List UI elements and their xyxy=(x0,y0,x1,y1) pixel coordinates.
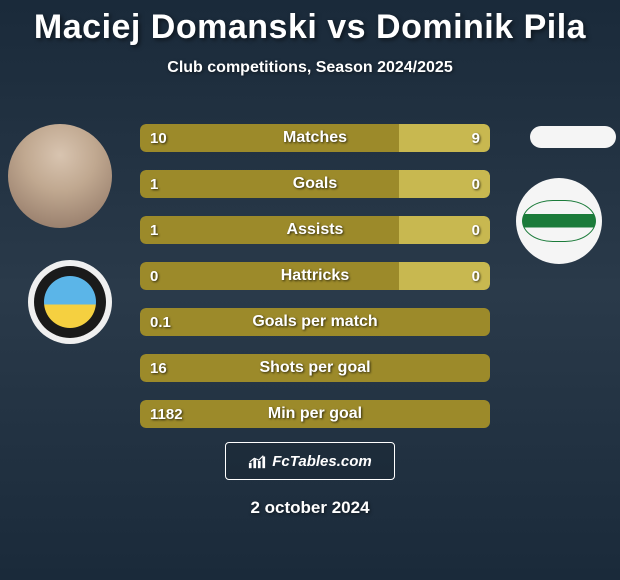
stat-row: 10Goals xyxy=(140,170,490,198)
player1-avatar xyxy=(8,124,112,228)
page-title: Maciej Domanski vs Dominik Pila xyxy=(0,0,620,47)
stat-row: 1182Min per goal xyxy=(140,400,490,428)
player2-avatar xyxy=(530,126,616,148)
subtitle: Club competitions, Season 2024/2025 xyxy=(0,59,620,77)
stat-row: 109Matches xyxy=(140,124,490,152)
stat-row: 10Assists xyxy=(140,216,490,244)
stat-row: 0.1Goals per match xyxy=(140,308,490,336)
chart-icon xyxy=(248,452,266,470)
stat-label: Matches xyxy=(140,124,490,152)
brand-logo[interactable]: FcTables.com xyxy=(225,442,395,480)
stat-label: Goals per match xyxy=(140,308,490,336)
stat-label: Min per goal xyxy=(140,400,490,428)
stat-label: Goals xyxy=(140,170,490,198)
stats-container: 109Matches 10Goals 10Assists 00Hattricks 0.1… xyxy=(140,124,490,446)
stat-row: 16Shots per goal xyxy=(140,354,490,382)
brand-text: FcTables.com xyxy=(272,453,371,470)
stat-label: Hattricks xyxy=(140,262,490,290)
stat-label: Shots per goal xyxy=(140,354,490,382)
footer-date: 2 october 2024 xyxy=(0,498,620,518)
stat-label: Assists xyxy=(140,216,490,244)
stat-row: 00Hattricks xyxy=(140,262,490,290)
player2-club-badge xyxy=(516,178,602,264)
player1-club-badge xyxy=(28,260,112,344)
